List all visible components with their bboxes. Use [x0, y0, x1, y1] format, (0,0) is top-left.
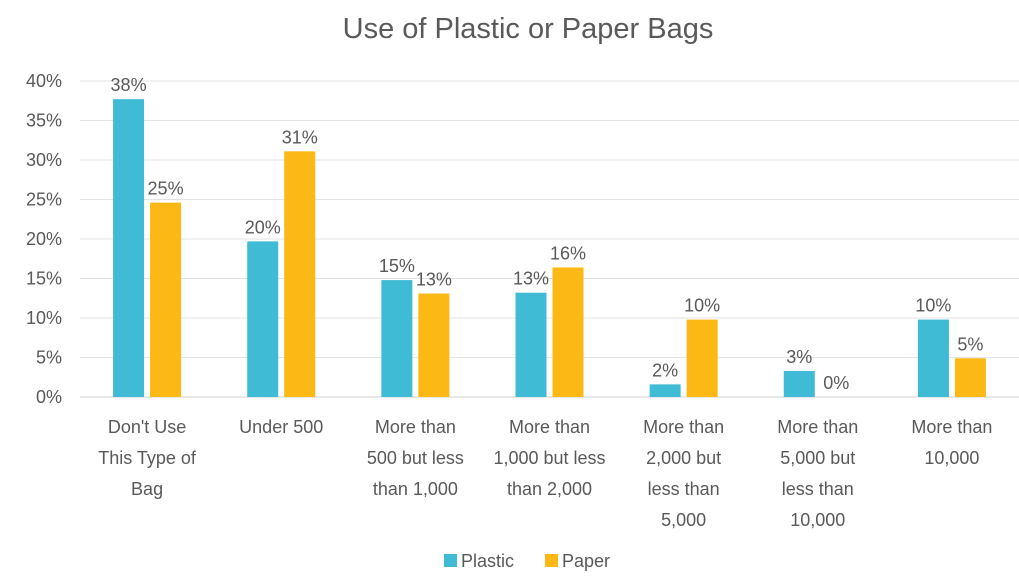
legend-label-plastic: Plastic	[461, 551, 514, 571]
data-label-plastic: 13%	[513, 269, 549, 289]
gridlines	[80, 80, 1019, 398]
data-label-plastic: 2%	[652, 360, 678, 380]
data-label-plastic: 20%	[245, 217, 281, 237]
y-tick-label: 40%	[26, 71, 62, 91]
y-tick-label: 15%	[26, 269, 62, 289]
legend-swatch-plastic	[444, 554, 457, 567]
x-axis-categories: Don't Use This Type of Bag Under 500 More th…	[98, 417, 992, 530]
y-tick-label: 30%	[26, 150, 62, 170]
category-label: Under 500	[239, 417, 323, 437]
y-tick-label: 5%	[36, 348, 62, 368]
data-label-paper: 25%	[148, 179, 184, 199]
bar-paper	[686, 319, 718, 397]
bar-plastic	[515, 292, 547, 397]
data-label-plastic: 10%	[915, 296, 951, 316]
bar-plastic	[649, 384, 681, 397]
bar-plastic	[381, 280, 413, 397]
data-labels: 38%20%15%13%2%3%10%25%31%13%16%10%0%5%	[111, 75, 984, 393]
data-label-paper: 31%	[282, 127, 318, 147]
bar-plastic	[113, 99, 145, 398]
data-label-paper: 13%	[416, 270, 452, 290]
category-label: More than 5,000 but less than 10,000	[777, 417, 858, 530]
data-label-paper: 10%	[684, 296, 720, 316]
data-label-plastic: 15%	[379, 256, 415, 276]
data-label-paper: 0%	[823, 373, 849, 393]
legend-swatch-paper	[545, 554, 558, 567]
bar-plastic	[783, 370, 815, 397]
bar-plastic	[247, 241, 279, 397]
y-axis: 0% 5% 10% 15% 20% 25% 30% 35% 40%	[26, 71, 62, 407]
category-label: More than 2,000 but less than 5,000	[643, 417, 724, 530]
y-tick-label: 10%	[26, 308, 62, 328]
category-label: Don't Use This Type of Bag	[98, 417, 197, 499]
bars	[113, 99, 986, 398]
bar-paper	[284, 151, 316, 397]
category-label: More than 500 but less than 1,000	[367, 417, 464, 499]
bar-paper	[552, 267, 584, 397]
y-tick-label: 35%	[26, 111, 62, 131]
legend: Plastic Paper	[444, 551, 610, 571]
bar-paper	[954, 358, 986, 397]
legend-label-paper: Paper	[562, 551, 610, 571]
data-label-plastic: 3%	[786, 347, 812, 367]
bar-paper	[150, 202, 182, 397]
category-label: More than 10,000	[911, 417, 992, 468]
data-label-plastic: 38%	[111, 75, 147, 95]
y-tick-label: 25%	[26, 190, 62, 210]
data-label-paper: 5%	[957, 334, 983, 354]
data-label-paper: 16%	[550, 243, 586, 263]
chart-title: Use of Plastic or Paper Bags	[343, 13, 714, 45]
y-tick-label: 0%	[36, 387, 62, 407]
y-tick-label: 20%	[26, 229, 62, 249]
category-label: More than 1,000 but less than 2,000	[493, 417, 605, 499]
bar-paper	[418, 293, 450, 397]
bar-plastic	[917, 319, 949, 397]
